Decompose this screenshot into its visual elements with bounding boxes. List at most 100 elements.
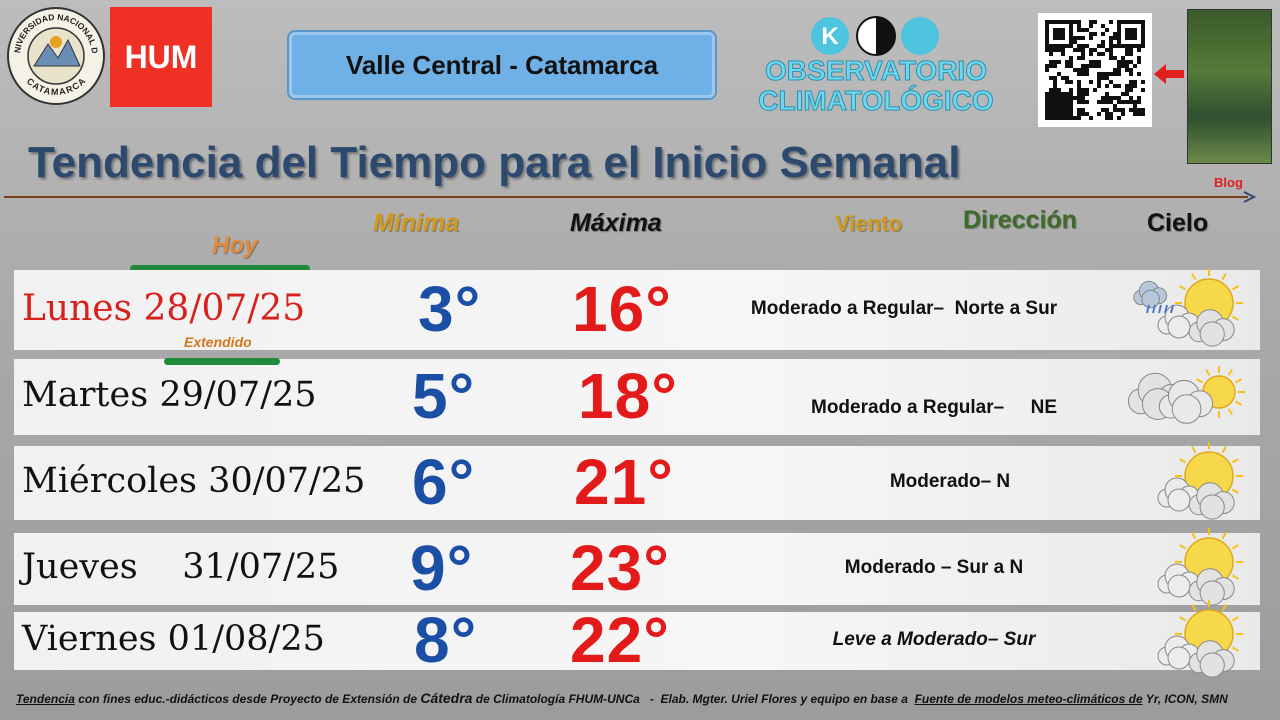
qr-cell [1117, 108, 1121, 112]
qr-cell [1069, 116, 1073, 120]
date: 30/07/25 [208, 461, 366, 501]
qr-cell [1089, 52, 1093, 56]
qr-cell [1085, 72, 1089, 76]
qr-cell [1093, 64, 1097, 68]
qr-cell [1081, 112, 1085, 116]
blog-thumbnail[interactable] [1187, 9, 1272, 164]
sun-ray [1231, 315, 1239, 321]
qr-cell [1053, 44, 1057, 48]
header-wind: Viento [835, 211, 902, 236]
qr-cell [1097, 100, 1101, 104]
qr-cell [1105, 96, 1109, 100]
qr-cell [1069, 28, 1073, 32]
qr-cell [1073, 116, 1077, 120]
qr-cell [1081, 72, 1085, 76]
sky-icon [1157, 528, 1243, 606]
sun-ray [1234, 378, 1243, 384]
region-badge: Valle Central - Catamarca [289, 32, 715, 98]
day: Lunes 28/07/25 [22, 288, 305, 329]
qr-cell [1101, 72, 1105, 76]
qr-cell [1129, 44, 1133, 48]
qr-cell [1113, 96, 1117, 100]
qr-cell [1097, 112, 1101, 116]
qr-cell [1069, 60, 1073, 64]
qr-cell [1057, 48, 1061, 52]
qr-cell [1125, 60, 1129, 64]
qr-cell [1085, 100, 1089, 104]
max-temp: 22° [570, 604, 670, 676]
qr-cell [1125, 28, 1129, 32]
day-name: Jueves [22, 547, 138, 587]
day: Miércoles 30/07/25 [22, 461, 365, 501]
qr-cell [1117, 96, 1121, 100]
qr-cell [1137, 44, 1141, 48]
qr-cell [1069, 92, 1073, 96]
qr-cell [1121, 112, 1125, 116]
qr-cell [1129, 88, 1133, 92]
forecast-row: Jueves 31/07/25 9° 23° Moderado – Sur a N [14, 528, 1260, 606]
blog-label[interactable]: Blog [1214, 175, 1243, 190]
observatory-icons: K [811, 16, 939, 56]
qr-cell [1057, 108, 1061, 112]
footer-part: Fuente de modelos meteo-climáticos de [914, 692, 1143, 706]
qr-cell [1053, 116, 1057, 120]
qr-cell [1129, 68, 1133, 72]
qr-cell [1141, 28, 1145, 32]
qr-cell [1109, 44, 1113, 48]
qr-cell [1085, 28, 1089, 32]
qr-cell [1057, 72, 1061, 76]
qr-cell [1133, 20, 1137, 24]
qr-cell [1065, 96, 1069, 100]
qr-cell [1121, 100, 1125, 104]
qr-cell [1113, 56, 1117, 60]
qr-cell [1077, 68, 1081, 72]
qr-cell [1077, 116, 1081, 120]
forecast-row: Miércoles 30/07/25 6° 21° Moderado– N [14, 442, 1260, 520]
qr-cell [1077, 96, 1081, 100]
min-temp: 8° [414, 604, 478, 676]
sun-ray [1234, 400, 1243, 406]
qr-cell [1061, 76, 1065, 80]
qr-cell [1053, 20, 1057, 24]
qr-cell [1093, 48, 1097, 52]
qr-cell [1069, 112, 1073, 116]
qr-cell [1109, 80, 1113, 84]
qr-cell [1133, 104, 1137, 108]
qr-cell [1057, 96, 1061, 100]
footer-part: de Climatología FHUM-UNCa [472, 692, 640, 706]
qr-cell [1045, 104, 1049, 108]
cloud [1199, 494, 1225, 520]
rain [1158, 304, 1162, 314]
qr-cell [1049, 44, 1053, 48]
today-label: Hoy [212, 232, 258, 259]
qr-cell [1125, 44, 1129, 48]
qr-cell [1077, 28, 1081, 32]
wind: Moderado a Regular– Norte a Sur [750, 298, 1058, 319]
qr-cell [1061, 96, 1065, 100]
qr-cell [1109, 36, 1113, 40]
sun-ray [1231, 574, 1239, 580]
qr-cell [1113, 104, 1117, 108]
qr-cell [1125, 36, 1129, 40]
cloud [1171, 394, 1202, 424]
qr-cell [1065, 20, 1069, 24]
qr-cell [1133, 84, 1137, 88]
qr-cell [1069, 64, 1073, 68]
day: Martes 29/07/25 [22, 375, 317, 415]
qr-cell [1105, 84, 1109, 88]
qr-cell [1053, 28, 1057, 32]
today-bar [130, 265, 310, 272]
qr-cell [1117, 72, 1121, 76]
qr-cell [1129, 72, 1133, 76]
qr-code [1038, 13, 1152, 127]
observatory-name: OBSERVATORIO CLIMATOLÓGICO [752, 55, 1000, 116]
forecast-row: Lunes 28/07/25 3° 16° Moderado a Regular– N… [14, 269, 1260, 350]
min-temp: 6° [412, 446, 476, 518]
qr-cell [1073, 36, 1077, 40]
header-sky: Cielo [1147, 209, 1209, 237]
qr-cell [1069, 96, 1073, 100]
qr-cell [1081, 28, 1085, 32]
qr-cell [1109, 40, 1113, 44]
qr-cell [1129, 100, 1133, 104]
min-temp: 3° [418, 273, 482, 345]
